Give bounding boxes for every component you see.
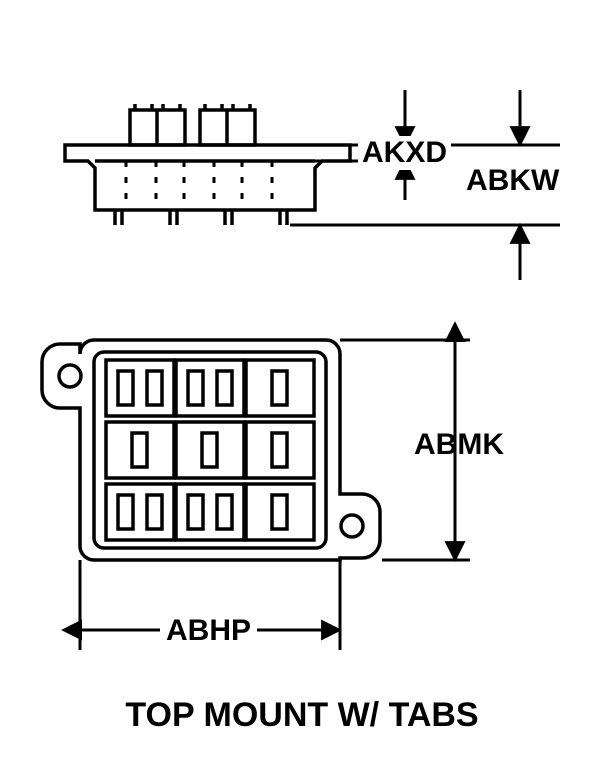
label-akxd: AKXD: [358, 136, 451, 170]
side-elevation: [65, 104, 350, 225]
top-plan-view: [42, 340, 380, 560]
diagram-canvas: AKXD ABKW ABMK ABHP TOP MOUNT W/ TABS: [0, 0, 604, 760]
label-abhp: ABHP: [160, 614, 257, 648]
diagram-svg: [0, 0, 604, 760]
diagram-title: TOP MOUNT W/ TABS: [0, 696, 604, 735]
label-abkw: ABKW: [466, 164, 559, 198]
label-abmk: ABMK: [414, 428, 504, 462]
